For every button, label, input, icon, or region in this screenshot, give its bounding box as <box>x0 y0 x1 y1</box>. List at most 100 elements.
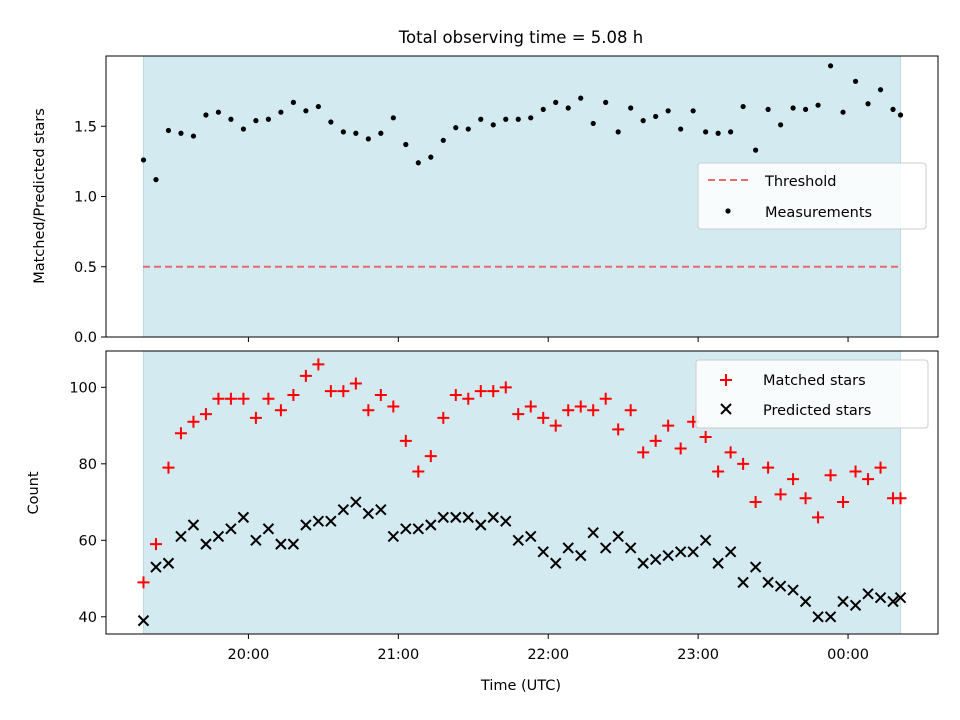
ratio-y-tick-label: 0.0 <box>74 330 97 346</box>
measurement-point <box>365 136 371 142</box>
measurement-point <box>777 122 784 128</box>
matched-star-point <box>299 369 312 382</box>
measurement-point <box>290 99 296 105</box>
measurement-point <box>165 127 172 134</box>
matched-star-point <box>574 400 587 413</box>
matched-star-point <box>562 404 575 417</box>
predicted-star-point <box>887 595 899 608</box>
measurement-point <box>877 87 884 93</box>
measurement-point <box>515 116 521 122</box>
measurement-point <box>190 133 197 139</box>
matched-star-point <box>762 461 775 474</box>
measurement-point <box>628 105 634 111</box>
measurement-point <box>615 129 621 135</box>
measurement-point <box>827 63 834 69</box>
predicted-star-point <box>894 591 907 604</box>
predicted-star-point <box>624 542 637 554</box>
predicted-star-point <box>612 530 624 543</box>
matched-legend-swatch <box>720 374 732 386</box>
ratio-y-tick-label: 1.5 <box>74 119 97 135</box>
predicted-star-point <box>737 576 749 589</box>
matched-star-point <box>399 434 412 447</box>
predicted-star-point <box>262 523 275 535</box>
measurement-point <box>765 106 771 112</box>
matched-star-point <box>287 388 300 401</box>
predicted-star-point <box>275 538 287 550</box>
matched-star-point <box>737 457 750 470</box>
matched-star-point <box>187 415 200 428</box>
matched-star-point <box>649 434 662 447</box>
matched-star-point <box>549 419 562 432</box>
matched-star-point <box>862 473 875 486</box>
measurement-point <box>390 115 396 121</box>
matched-star-point <box>262 392 275 405</box>
predicted-star-point <box>787 584 799 596</box>
matched-star-point <box>612 423 625 436</box>
matched-star-point <box>874 461 887 474</box>
predicted-star-point <box>225 523 237 535</box>
matched-star-point <box>699 431 712 444</box>
count-x-tick-label: 00:00 <box>827 647 869 663</box>
ratio-y-axis: 0.0 0.5 1.0 1.5 <box>74 119 106 346</box>
predicted-star-point <box>812 611 824 623</box>
ratio-y-tick-label: 1.0 <box>74 190 97 206</box>
matched-star-point <box>324 385 337 398</box>
predicted-star-point <box>287 538 300 550</box>
predicted-star-point <box>250 534 262 547</box>
matched-star-point <box>249 411 262 424</box>
measurement-point <box>678 126 684 132</box>
predicted-star-point <box>162 557 175 569</box>
count-panel: 40 60 80 100 20:00 21:00 22:00 23:00 00:00 Coun… <box>26 350 939 694</box>
predicted-star-point <box>462 511 474 524</box>
ratio-panel: 0.0 0.5 1.0 1.5 Matched/Predicted stars Thr… <box>32 55 939 346</box>
measurement-point <box>178 130 184 136</box>
ratio-legend: Threshold Measurements <box>697 162 927 230</box>
predicted-star-point <box>350 496 362 508</box>
measurement-point <box>378 130 384 136</box>
count-x-tick-label: 22:00 <box>527 647 569 663</box>
measurement-point <box>865 101 871 107</box>
ratio-y-tick-label: 0.5 <box>74 260 97 276</box>
measurement-point <box>140 157 147 163</box>
measurement-point <box>278 109 284 115</box>
measurement-point <box>215 109 222 115</box>
predicted-star-point <box>187 519 200 531</box>
matched-star-point <box>362 404 375 417</box>
predicted-star-point <box>150 561 162 573</box>
predicted-star-point <box>500 515 512 527</box>
measurement-point <box>153 177 159 183</box>
matched-star-point <box>437 411 450 424</box>
matched-star-point <box>894 492 907 505</box>
matched-star-point <box>837 496 850 509</box>
matched-legend-label: Matched stars <box>763 373 866 389</box>
measurement-point <box>440 137 446 143</box>
predicted-star-point <box>712 557 724 569</box>
matched-star-point <box>774 488 787 501</box>
measurement-point <box>328 119 334 125</box>
predicted-star-point <box>699 534 712 547</box>
measurement-point <box>852 78 859 84</box>
predicted-star-point <box>649 553 662 566</box>
predicted-star-point <box>512 534 524 547</box>
measurement-point <box>240 126 247 132</box>
predicted-star-point <box>762 576 774 589</box>
predicted-star-point <box>137 614 150 627</box>
count-y-tick-label: 40 <box>79 610 97 626</box>
ratio-plot-area <box>140 63 904 268</box>
count-x-tick-label: 21:00 <box>377 647 419 663</box>
matched-star-point <box>824 469 837 482</box>
count-x-tick-label: 23:00 <box>677 647 719 663</box>
matched-star-point <box>724 446 737 459</box>
predicted-star-point <box>587 526 599 539</box>
predicted-star-point <box>362 507 375 520</box>
predicted-star-point <box>400 523 412 535</box>
ratio-legend-box <box>697 162 927 230</box>
measurements-legend-label: Measurements <box>765 205 872 221</box>
measurement-point <box>203 112 209 118</box>
predicted-star-point <box>862 588 874 600</box>
measurement-point <box>897 112 904 118</box>
predicted-star-point <box>537 546 549 558</box>
matched-star-point <box>799 492 812 505</box>
measurement-point <box>802 106 809 112</box>
